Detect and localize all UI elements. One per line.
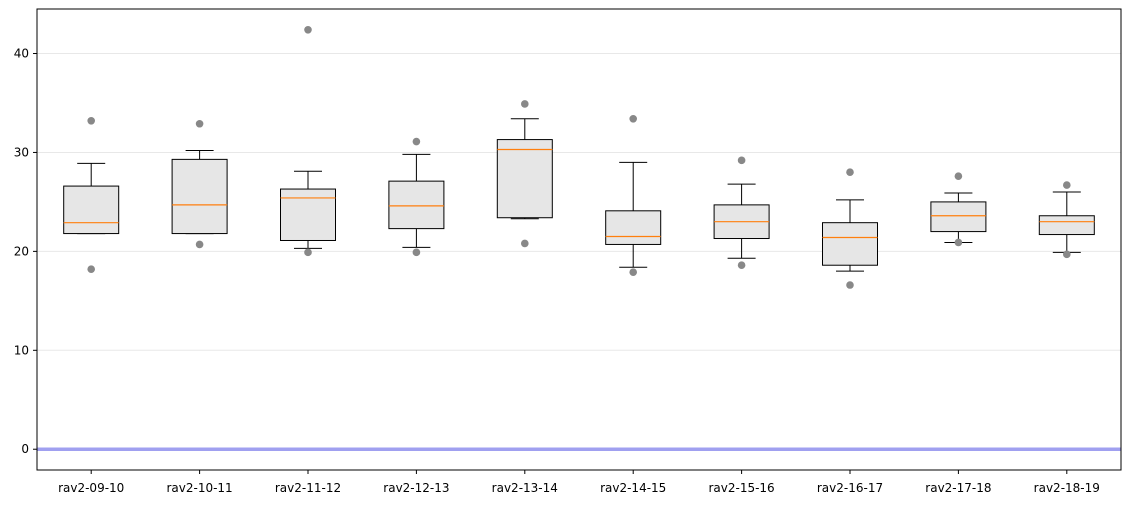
x-tick-label: rav2-18-19 [1034, 481, 1100, 495]
box-rav2-10-11 [171, 119, 228, 249]
outlier-point [846, 168, 854, 177]
iqr-box [930, 201, 987, 233]
x-tick-label: rav2-14-15 [600, 481, 666, 495]
iqr-box [822, 222, 878, 266]
x-tick-label: rav2-17-18 [925, 481, 991, 495]
x-tick-label: rav2-09-10 [58, 481, 124, 495]
x-tick-label: rav2-16-17 [817, 481, 883, 495]
outlier-point [304, 248, 312, 257]
outlier-point [629, 115, 637, 123]
x-tick-label: rav2-13-14 [492, 481, 558, 495]
boxes [63, 25, 1095, 289]
x-tick-label: rav2-15-16 [708, 481, 774, 495]
x-tick-label: rav2-12-13 [383, 481, 449, 495]
x-tick-label: rav2-11-12 [275, 481, 341, 495]
y-tick-label: 10 [14, 343, 29, 357]
box-rav2-17-18 [930, 172, 987, 247]
box-rav2-16-17 [822, 168, 878, 289]
outlier-point [195, 119, 204, 128]
outlier-point [521, 100, 529, 108]
outlier-point [1063, 181, 1071, 189]
box-rav2-14-15 [605, 115, 662, 276]
y-tick-label: 0 [21, 442, 29, 456]
outlier-point [87, 116, 95, 125]
iqr-box [605, 210, 662, 245]
iqr-box [171, 158, 228, 235]
y-tick-label: 30 [14, 145, 29, 159]
outlier-point [629, 268, 637, 276]
box-rav2-12-13 [388, 137, 445, 257]
outlier-point [1063, 250, 1071, 259]
iqr-box [1038, 215, 1095, 236]
outlier-point [737, 261, 746, 270]
outlier-point [87, 265, 95, 273]
box-rav2-18-19 [1038, 181, 1095, 259]
outlier-point [412, 248, 421, 257]
x-tick-label: rav2-10-11 [166, 481, 232, 495]
plot-area-frame [36, 8, 1122, 471]
outlier-point [737, 156, 746, 165]
outlier-point [954, 172, 963, 180]
outlier-point [195, 240, 204, 249]
y-tick-label: 20 [14, 244, 29, 258]
outlier-point [954, 238, 963, 247]
box-rav2-09-10 [63, 116, 120, 273]
iqr-box [496, 139, 553, 219]
outlier-point [846, 281, 854, 289]
box-rav2-11-12 [280, 25, 336, 257]
box-rav2-15-16 [713, 156, 770, 270]
grid-lines [37, 53, 1121, 450]
axes: 0 10 20 30 40 rav2-09-10 rav2-10-11 rav2-11-12 r… [14, 47, 1100, 495]
iqr-box [388, 180, 445, 230]
outlier-point [412, 137, 421, 146]
iqr-box [63, 185, 120, 235]
outlier-point [521, 239, 529, 248]
box-rav2-13-14 [496, 100, 553, 248]
y-tick-label: 40 [14, 47, 29, 61]
iqr-box [280, 188, 336, 241]
outlier-point [304, 25, 312, 34]
